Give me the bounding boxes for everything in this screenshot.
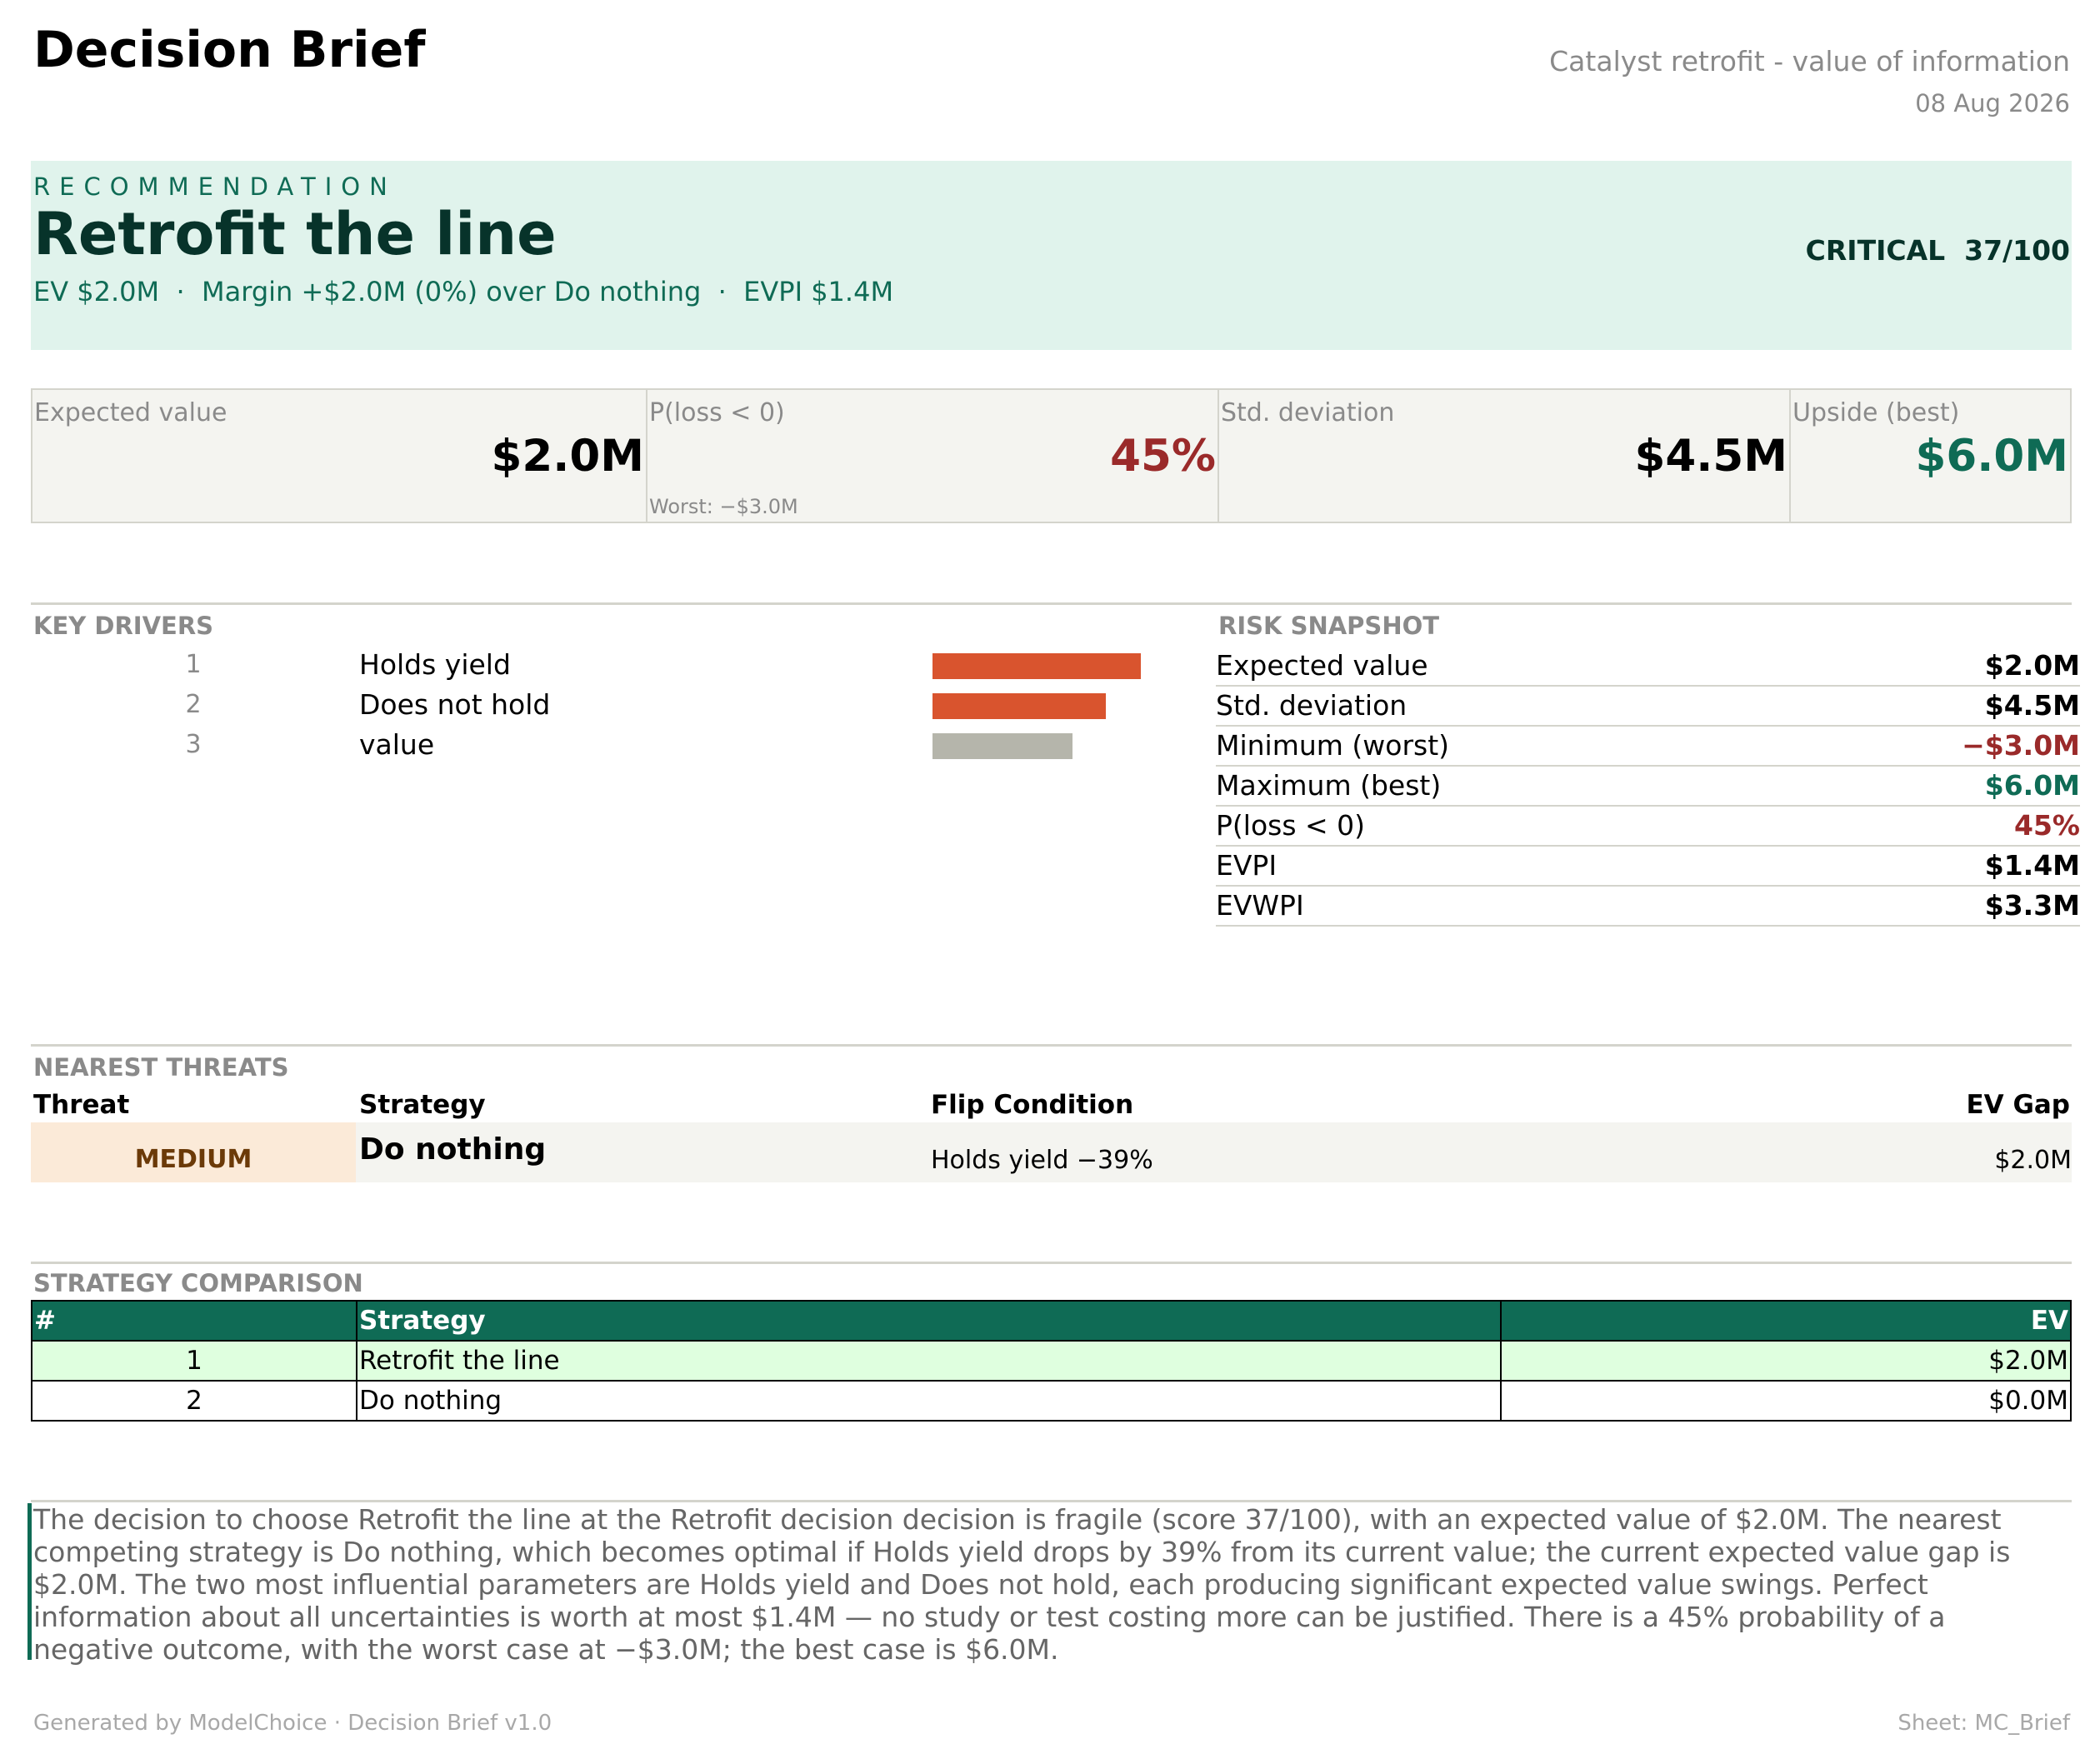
risk-row: EVPI $1.4M <box>1216 847 2080 887</box>
risk-value: −$3.0M <box>1962 729 2080 762</box>
risk-label: Std. deviation <box>1216 689 1408 722</box>
driver-row: 1 Holds yield <box>31 645 1181 685</box>
kpi-value: $4.5M <box>1634 431 1788 482</box>
kpi-card-expected-value: Expected value $2.0M <box>32 390 648 522</box>
kpi-label: Expected value <box>34 398 228 427</box>
driver-row: 3 value <box>31 725 1181 765</box>
footer-generator: Generated by ModelChoice · Decision Brie… <box>33 1711 552 1736</box>
strategy-comparison-table: # Strategy EV 1 Retrofit the line $2.0M … <box>31 1300 2072 1422</box>
risk-row: Maximum (best) $6.0M <box>1216 767 2080 807</box>
threats-col-threat: Threat <box>33 1090 130 1120</box>
risk-label: EVPI <box>1216 849 1278 882</box>
driver-impact-bar <box>932 653 1141 679</box>
risk-label: EVWPI <box>1216 889 1304 922</box>
driver-row: 2 Does not hold <box>31 685 1181 725</box>
nearest-threats-heading: NEAREST THREATS <box>33 1053 289 1082</box>
narrative-summary: The decision to choose Retrofit the line… <box>33 1503 2011 1666</box>
kpi-label: Upside (best) <box>1792 398 1960 427</box>
table-header-row: # Strategy EV <box>31 1300 2072 1342</box>
threats-col-strategy: Strategy <box>359 1090 486 1120</box>
risk-value: $6.0M <box>1984 769 2080 802</box>
kpi-value: 45% <box>1110 431 1216 482</box>
kpi-value: $2.0M <box>491 431 644 482</box>
risk-label: P(loss < 0) <box>1216 809 1366 842</box>
cell-ev: $0.0M <box>1500 1380 2072 1422</box>
cell-ev: $2.0M <box>1500 1340 2072 1382</box>
cell-strategy: Retrofit the line <box>356 1340 1502 1382</box>
risk-value: $3.3M <box>1984 889 2080 922</box>
col-header-ev: EV <box>1500 1300 2072 1342</box>
risk-label: Maximum (best) <box>1216 769 1442 802</box>
recommendation-title: Retrofit the line <box>33 200 557 268</box>
recommendation-summary: EV $2.0M · Margin +$2.0M (0%) over Do no… <box>33 276 894 307</box>
driver-name: Holds yield <box>359 648 511 681</box>
footer-sheet-name: Sheet: MC_Brief <box>1898 1711 2070 1736</box>
section-divider <box>31 1044 2072 1047</box>
kpi-cards: Expected value $2.0M P(loss < 0) 45% Wor… <box>31 388 2072 523</box>
driver-impact-bar <box>932 733 1072 759</box>
section-divider <box>31 602 2072 605</box>
narrative-accent-bar <box>28 1503 32 1660</box>
kpi-value: $6.0M <box>1915 431 2068 482</box>
cell-rank: 1 <box>31 1340 358 1382</box>
risk-value: $1.4M <box>1984 849 2080 882</box>
risk-row: P(loss < 0) 45% <box>1216 807 2080 847</box>
risk-label: Expected value <box>1216 649 1428 682</box>
kpi-card-upside: Upside (best) $6.0M <box>1791 390 2070 522</box>
driver-rank: 2 <box>185 690 202 719</box>
kpi-card-std-deviation: Std. deviation $4.5M <box>1219 390 1791 522</box>
section-divider <box>31 1262 2072 1264</box>
driver-rank: 1 <box>185 650 202 679</box>
kpi-label: Std. deviation <box>1221 398 1395 427</box>
cell-rank: 2 <box>31 1380 358 1422</box>
risk-value: 45% <box>2014 809 2080 842</box>
threat-flip-condition: Holds yield −39% <box>931 1146 1153 1175</box>
col-header-strategy: Strategy <box>356 1300 1502 1342</box>
threats-col-gap: EV Gap <box>1966 1090 2070 1120</box>
cell-strategy: Do nothing <box>356 1380 1502 1422</box>
risk-row: EVWPI $3.3M <box>1216 887 2080 927</box>
threats-col-flip: Flip Condition <box>931 1090 1134 1120</box>
risk-value: $2.0M <box>1984 649 2080 682</box>
report-date: 08 Aug 2026 <box>1915 89 2070 117</box>
threat-row: MEDIUM Do nothing Holds yield −39% $2.0M <box>31 1122 2072 1182</box>
threat-level-badge: MEDIUM <box>31 1122 356 1182</box>
risk-row: Minimum (worst) −$3.0M <box>1216 727 2080 767</box>
page-title: Decision Brief <box>33 21 426 79</box>
key-drivers-heading: KEY DRIVERS <box>33 612 214 640</box>
risk-snapshot-heading: RISK SNAPSHOT <box>1218 612 1440 640</box>
risk-row: Std. deviation $4.5M <box>1216 687 2080 727</box>
kpi-note: Worst: −$3.0M <box>649 495 798 518</box>
risk-label: Minimum (worst) <box>1216 729 1450 762</box>
table-row: 2 Do nothing $0.0M <box>31 1380 2072 1422</box>
page-subtitle: Catalyst retrofit - value of information <box>1549 45 2070 77</box>
fragility-score-badge: CRITICAL 37/100 <box>1805 234 2070 267</box>
risk-value: $4.5M <box>1984 689 2080 722</box>
col-header-rank: # <box>31 1300 358 1342</box>
kpi-card-loss-probability: P(loss < 0) 45% Worst: −$3.0M <box>648 390 1219 522</box>
threat-strategy: Do nothing <box>359 1132 547 1167</box>
recommendation-panel <box>31 161 2072 350</box>
strategy-comparison-heading: STRATEGY COMPARISON <box>33 1269 363 1297</box>
driver-name: value <box>359 728 435 761</box>
table-row: 1 Retrofit the line $2.0M <box>31 1340 2072 1382</box>
risk-row: Expected value $2.0M <box>1216 647 2080 687</box>
threat-ev-gap: $2.0M <box>1994 1146 2072 1175</box>
section-divider <box>31 1500 2072 1502</box>
driver-impact-bar <box>932 693 1106 719</box>
driver-rank: 3 <box>185 730 202 759</box>
driver-name: Does not hold <box>359 688 551 721</box>
kpi-label: P(loss < 0) <box>649 398 785 427</box>
recommendation-eyebrow: RECOMMENDATION <box>33 172 397 201</box>
